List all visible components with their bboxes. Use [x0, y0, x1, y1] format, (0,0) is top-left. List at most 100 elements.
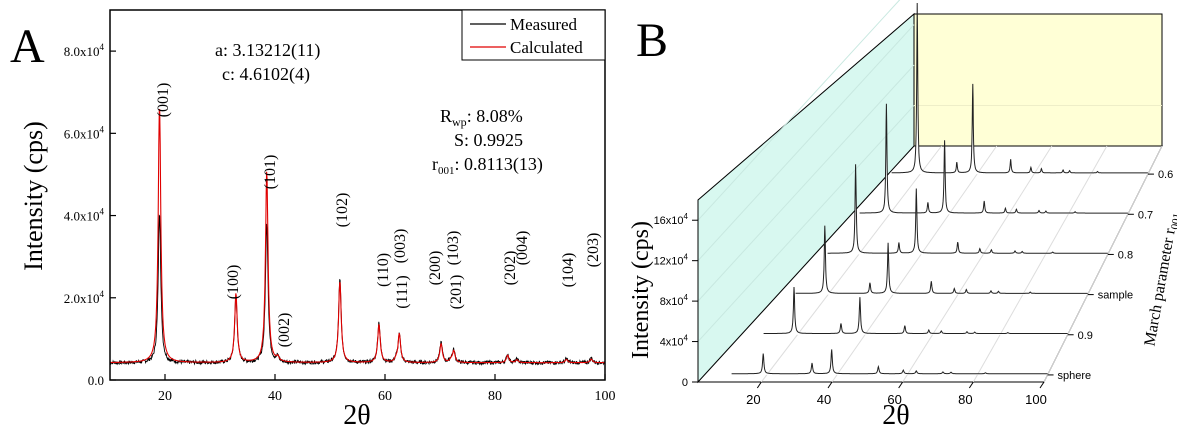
floor-gridline: [831, 145, 998, 383]
panel-a-x-ticks: 20 40 60 80 100: [158, 374, 616, 404]
panel-a-plot-frame: [109, 9, 606, 381]
peak-label: (100): [225, 265, 242, 300]
rwp-annotation: Rwp: 8.08%: [440, 106, 523, 129]
series-fill: [731, 349, 1048, 375]
panel-b-y-axis-label: Intensity (cps): [628, 221, 654, 359]
floor-gridline: [902, 145, 1053, 383]
panel-b-z-axis-label: March parameter r001: [1141, 211, 1177, 348]
z-axis-label-subscript: 001: [1169, 212, 1177, 230]
x-tick-label: 100: [1025, 392, 1047, 407]
y-tick-label: 2.0x104: [64, 289, 105, 306]
z-tick-label: 0.7: [1138, 209, 1153, 221]
y-tick-label: 4x104: [660, 334, 689, 349]
panel-b-curves: [731, 2, 1148, 375]
x-tick-mark: [756, 381, 762, 389]
y-tick-label: 12x104: [654, 253, 689, 268]
peak-label: (002): [276, 313, 293, 348]
wall-gridline: [697, 64, 915, 302]
rwp-value: : 8.08%: [467, 106, 523, 126]
z-tick-label: sample: [1098, 290, 1133, 302]
series-line-sample: [795, 225, 1088, 294]
r001-subscript: 001: [438, 165, 455, 177]
series-line-0.7: [859, 103, 1128, 214]
floor-gridline: [1043, 145, 1163, 383]
panel-b: B 20 40 60 80 100 0 4x104 8x104 12x104 16x104 sp…: [628, 0, 1177, 431]
series-line-0.8: [827, 164, 1108, 254]
series-line-sphere: [731, 349, 1048, 375]
r001-symbol: r: [432, 154, 438, 174]
peak-label: (104): [560, 253, 577, 288]
rwp-symbol: R: [440, 106, 452, 126]
panel-b-x-axis-label: 2θ: [882, 400, 909, 431]
calculated-series-line: [110, 109, 605, 364]
wall-gridline: [697, 24, 915, 262]
peak-label: (101): [262, 155, 279, 190]
floor-gridline: [760, 145, 942, 383]
panel-a-x-axis-label: 2θ: [343, 400, 370, 431]
series-line-0.9: [763, 286, 1068, 334]
z-tick-label: 0.6: [1158, 169, 1173, 181]
x-tick-label: 40: [817, 392, 831, 407]
panel-a-y-ticks: 0.0 2.0x104 4.0x104 6.0x104 8.0x104: [64, 42, 116, 388]
floor-gridline: [972, 145, 1108, 383]
peak-label: (111): [394, 275, 411, 308]
peak-label: (103): [445, 231, 462, 266]
y-tick-label: 8x104: [660, 293, 689, 308]
z-tick-label: 0.9: [1078, 330, 1093, 342]
peak-label: (200): [427, 251, 444, 286]
z-tick-label: 0.8: [1118, 249, 1133, 261]
panel-a-curves: [109, 109, 606, 366]
peak-label: (203): [585, 233, 602, 268]
peak-label: (001): [155, 83, 172, 118]
x-tick-mark: [1039, 381, 1045, 389]
panel-b-letter: B: [636, 14, 668, 67]
panel-a: A 20 40 60 80 100 0.0 2.0x104 4.0x104 6.0x104 8.…: [10, 9, 616, 431]
legend-measured-label: Measured: [510, 15, 578, 34]
x-tick-label: 80: [958, 392, 972, 407]
peak-label: (201): [448, 275, 465, 310]
lattice-a-annotation: a: 3.13212(11): [215, 40, 320, 61]
x-tick-label: 80: [488, 389, 502, 404]
y-tick-label: 0: [682, 377, 688, 389]
x-tick-label: 40: [268, 389, 282, 404]
peak-label: (202): [502, 251, 519, 286]
r001-value: : 0.8113(13): [455, 154, 543, 175]
peak-label: (102): [334, 193, 351, 228]
panel-b-y-ticks: 0 4x104 8x104 12x104 16x104: [654, 200, 699, 389]
y-tick-label: 16x104: [654, 212, 689, 227]
panel-b-series-labels: sphere 0.9 sample 0.8 0.7 0.6: [1047, 169, 1173, 382]
r001-annotation: r001: 0.8113(13): [432, 154, 543, 177]
x-tick-label: 100: [595, 389, 616, 404]
lattice-c-annotation: c: 4.6102(4): [222, 64, 310, 85]
series-line-0.6: [891, 2, 1148, 174]
rwp-subscript: wp: [452, 115, 467, 129]
s-annotation: S: 0.9925: [454, 130, 523, 150]
peak-label: (110): [375, 253, 392, 287]
x-tick-label: 20: [158, 389, 172, 404]
y-tick-label: 4.0x104: [64, 207, 105, 224]
peak-label: (003): [392, 229, 409, 264]
panel-a-letter: A: [10, 20, 45, 73]
panel-a-legend: Measured Calculated: [461, 9, 606, 61]
panel-b-back-wall: [913, 13, 1163, 147]
z-axis-label-main: March parameter r: [1141, 227, 1177, 348]
y-tick-label: 8.0x104: [64, 42, 105, 59]
x-tick-label: 60: [887, 392, 901, 407]
panel-a-peak-labels: (001) (100) (101) (002) (102) (110)(003) (111)…: [155, 83, 602, 348]
wall-gridline: [697, 105, 915, 342]
y-tick-label: 6.0x104: [64, 124, 105, 141]
panel-b-x-ticks: 20 40 60 80 100: [746, 381, 1047, 407]
x-tick-mark: [898, 381, 904, 389]
y-tick-label: 0.0: [88, 373, 104, 388]
peak-label: (004): [514, 231, 531, 266]
z-tick-label: sphere: [1058, 370, 1092, 382]
x-tick-label: 60: [378, 389, 392, 404]
panel-a-y-axis-label: Intensity (cps): [19, 121, 48, 270]
x-tick-mark: [968, 381, 974, 389]
wall-gridline: [697, 0, 901, 221]
x-tick-mark: [827, 381, 833, 389]
legend-box: [461, 9, 606, 61]
panel-b-floor-gridlines: [760, 145, 1163, 383]
x-tick-label: 20: [746, 392, 760, 407]
